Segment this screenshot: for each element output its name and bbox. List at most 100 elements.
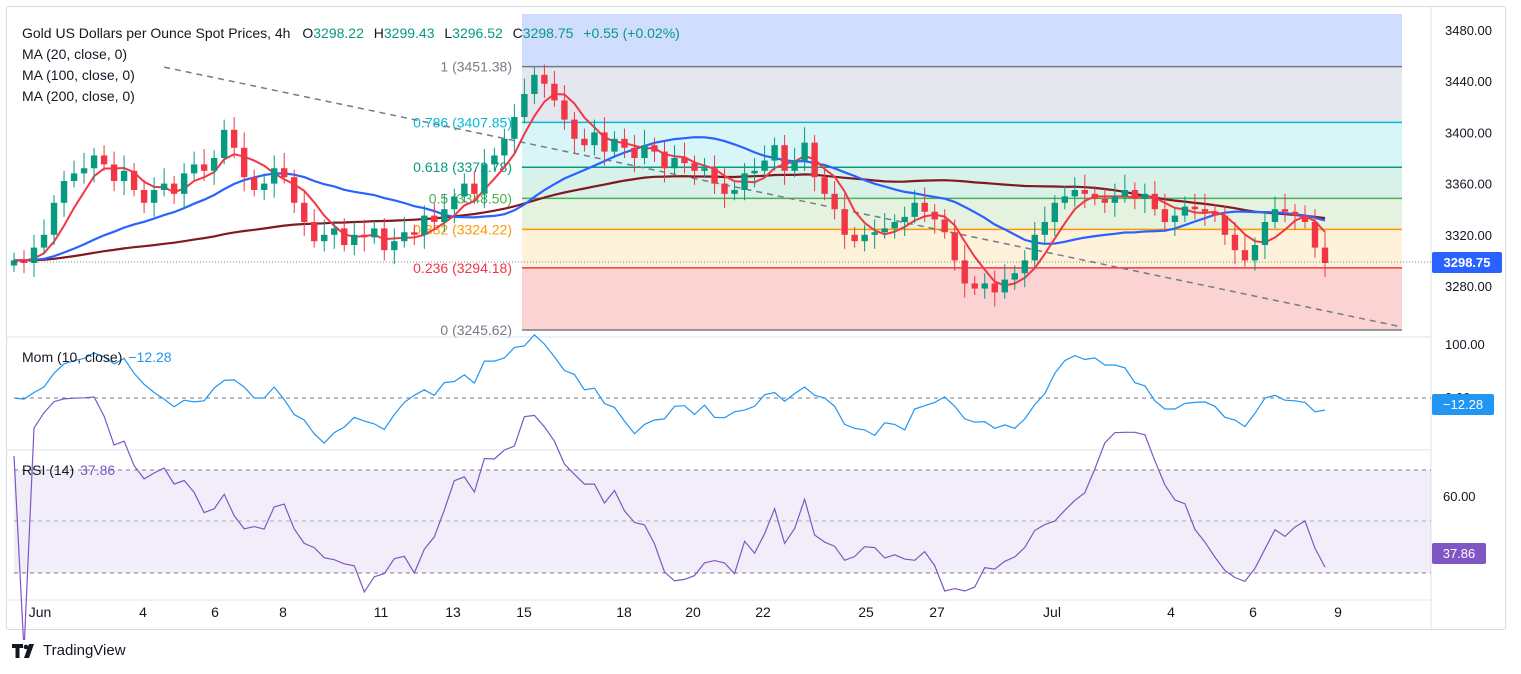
candle-body [811,142,818,178]
time-axis-label: Jun [29,604,52,620]
time-axis-label: 6 [211,604,219,620]
candle-body [150,190,158,203]
legend-ma100[interactable]: MA (100, close, 0) [22,67,135,83]
candle-body [30,247,38,263]
close-value: 3298.75 [523,25,574,41]
candle-body [681,158,688,164]
candle-body [631,147,638,158]
candle-body [80,168,88,174]
candle-body [901,216,908,222]
fib-zone [522,198,1402,230]
candle-body [941,219,948,233]
candle-body [781,145,788,171]
time-axis-label: 22 [755,604,771,620]
candle-body [230,129,238,148]
candle-body [961,260,968,284]
candle-body [721,183,728,194]
candle-body [701,168,708,171]
rsi-axis-label: 60.00 [1443,489,1476,504]
rsi-value-tag [1432,543,1486,564]
candle-body [821,177,828,194]
candle-body [1111,196,1119,203]
candle-body [481,164,488,194]
candle-body [711,168,718,184]
chart-frame [6,6,1506,630]
candle-body [170,183,178,194]
candle-body [210,158,218,171]
candle-body [1141,193,1149,199]
candle-body [471,183,478,194]
candle-body [561,100,568,120]
candle-body [731,190,738,194]
candle-body [1031,234,1038,261]
candle-body [270,168,278,184]
fib-label-0: 0 (3245.62) [440,322,512,338]
candle-body [1301,215,1309,222]
price-axis-label: 3280.00 [1445,279,1492,294]
rsi-line [13,396,1326,640]
candle-body [871,232,878,235]
fib-label-0.5: 0.5 (3348.50) [429,190,512,206]
tradingview-logo[interactable]: TradingView [12,642,126,659]
candle-body [200,164,208,171]
price-axis-label: 3320.00 [1445,228,1492,243]
candle-body [180,173,188,194]
candle-body [451,196,458,210]
candle-body [110,164,118,182]
candle-body [220,129,228,158]
rsi-polyline [13,396,1326,640]
candle-body [751,170,758,174]
momentum-axis-top: 100.00 [1445,337,1485,352]
time-axis-label: 4 [1167,604,1175,620]
candle-body [641,145,648,158]
candle-body [160,183,168,190]
candle-body [1201,209,1209,212]
price-chart[interactable]: 1 (3451.38)0.786 (3407.85)0.618 (3372.78… [0,0,1521,640]
ma100-polyline [13,136,1326,262]
candle-body [1171,215,1179,222]
candle-body [1181,206,1189,216]
candle-body [601,132,608,152]
last-price-tag-text: 3298.75 [1444,255,1491,270]
legend-rsi[interactable]: RSI (14) 37.86 [22,462,115,478]
momentum-line [13,333,1326,444]
time-axis-label: 11 [374,604,389,620]
candle-body [321,234,328,242]
candle-body [1211,211,1219,216]
legend-title: Gold US Dollars per Ounce Spot Prices, 4… [22,25,680,41]
fib-label-0.382: 0.382 (3324.22) [413,221,512,237]
time-axis-label: 20 [685,604,701,620]
momentum-polyline [13,333,1326,444]
candle-body [1131,190,1139,199]
candle-body [1241,250,1249,261]
candle-body [911,202,918,217]
candle-body [371,228,378,238]
fib-label-0.236: 0.236 (3294.18) [413,260,512,276]
momentum-value-tag-text: −12.28 [1443,397,1483,412]
fib-zone [522,66,1402,123]
time-axis-label: 27 [929,604,945,620]
candle-body [1231,234,1239,251]
trendline [163,66,1403,328]
candle-body [190,164,198,174]
ma20-line [13,92,1326,287]
legend-ma20[interactable]: MA (20, close, 0) [22,46,127,62]
ma20-polyline [13,92,1326,287]
legend-rsi-value: 37.86 [80,462,115,478]
candle-body [801,142,808,161]
legend-momentum[interactable]: Mom (10, close) −12.28 [22,349,172,365]
candle-body [551,83,558,101]
candle-body [761,160,768,171]
candle-body [741,173,748,190]
legend-ma200[interactable]: MA (200, close, 0) [22,88,135,104]
candle-body [431,215,438,222]
candle-body [421,215,428,235]
tradingview-icon [12,643,34,658]
fib-label-0.786: 0.786 (3407.85) [413,114,512,130]
low-value: 3296.52 [452,25,503,41]
candle-body [991,283,998,293]
candle-body [541,74,548,84]
candle-body [1021,260,1028,274]
candle-body [140,190,148,203]
price-axis: 3480.00 3440.00 3400.00 3360.00 3320.00 3280.… [1445,23,1492,294]
